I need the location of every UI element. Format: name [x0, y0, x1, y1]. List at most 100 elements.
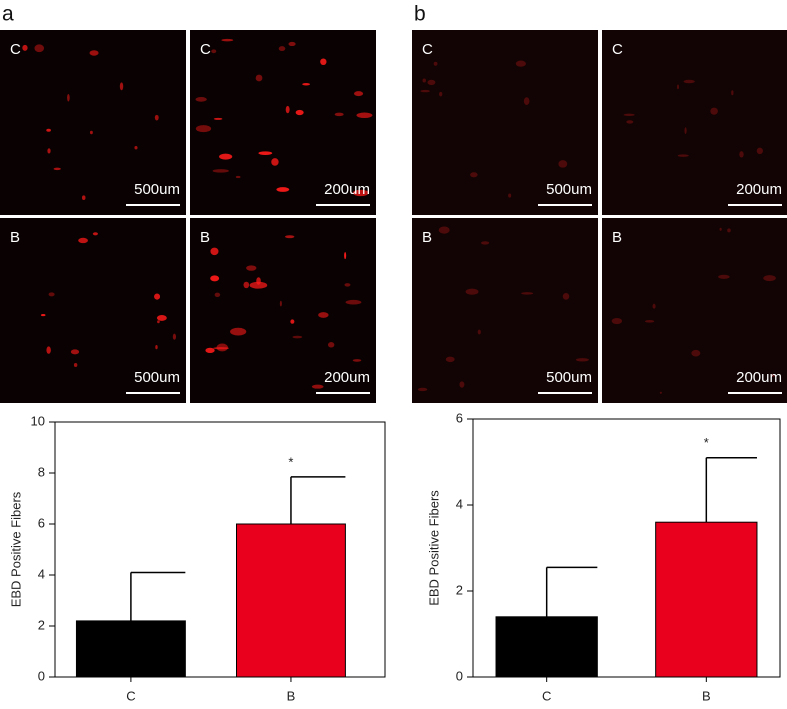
- stain: [134, 146, 138, 150]
- stain: [677, 154, 689, 157]
- stain: [459, 381, 465, 388]
- stain: [210, 247, 219, 256]
- y-tick-label: 2: [456, 582, 463, 597]
- stain: [246, 265, 257, 271]
- image-label: C: [200, 41, 211, 58]
- stain: [356, 112, 373, 119]
- stain: [626, 120, 634, 124]
- stain: [652, 303, 656, 309]
- stain: [644, 319, 655, 323]
- stain: [770, 373, 776, 377]
- y-tick-label: 4: [38, 566, 45, 581]
- stain: [334, 112, 344, 117]
- stain: [521, 292, 534, 295]
- y-tick-label: 6: [456, 410, 463, 425]
- stain: [22, 44, 28, 51]
- stain: [34, 44, 45, 53]
- stain: [48, 292, 55, 297]
- stain: [213, 117, 223, 120]
- image-label: C: [10, 41, 21, 58]
- panel-label: b: [414, 3, 426, 26]
- stain: [352, 189, 369, 197]
- stain: [89, 130, 93, 135]
- image-label: B: [200, 229, 210, 246]
- scale-label: 500um: [546, 369, 592, 386]
- scale-label: 500um: [134, 181, 180, 198]
- stain: [212, 169, 229, 173]
- stain: [211, 49, 217, 54]
- stain: [81, 195, 86, 200]
- x-tick-label: C: [542, 688, 551, 703]
- stain: [311, 384, 324, 389]
- y-axis-label: EBD Positive Fibers: [426, 490, 441, 606]
- stain: [352, 359, 362, 362]
- stain: [157, 320, 160, 324]
- stain: [508, 193, 512, 198]
- stain: [515, 60, 526, 67]
- micrograph: [602, 218, 787, 403]
- stain: [288, 41, 296, 47]
- micrograph: [0, 30, 186, 215]
- stain: [278, 46, 286, 52]
- stain: [249, 281, 268, 289]
- stain: [684, 127, 687, 135]
- stain: [718, 274, 730, 279]
- stain: [480, 241, 490, 245]
- stain: [276, 187, 290, 192]
- micrograph: [190, 30, 376, 215]
- stain: [719, 227, 722, 231]
- stain: [235, 175, 241, 179]
- stain: [739, 151, 744, 158]
- image-label: C: [422, 41, 433, 58]
- image-label: B: [10, 229, 20, 246]
- stain: [465, 288, 479, 295]
- stain: [327, 342, 335, 348]
- stain: [417, 387, 428, 392]
- stain: [279, 300, 282, 307]
- plot-frame: [472, 418, 781, 678]
- stain: [154, 293, 161, 300]
- bar: [655, 521, 758, 678]
- stain: [210, 275, 220, 282]
- y-tick-label: 4: [456, 496, 463, 511]
- stain: [677, 84, 680, 90]
- stain: [155, 344, 158, 350]
- micrograph: [0, 218, 186, 403]
- scale-label: 500um: [134, 369, 180, 386]
- stain: [285, 105, 290, 114]
- image-label: C: [612, 41, 623, 58]
- scale-label: 200um: [736, 181, 782, 198]
- y-axis-label: EBD Positive Fibers: [8, 491, 23, 607]
- stain: [731, 90, 734, 96]
- stain: [318, 312, 329, 318]
- stain: [523, 97, 530, 105]
- micrograph: [412, 218, 598, 403]
- stain: [422, 78, 426, 83]
- scale-label: 200um: [736, 369, 782, 386]
- stain: [119, 82, 124, 91]
- stain: [445, 356, 455, 363]
- stain: [756, 147, 764, 155]
- image-label: B: [612, 229, 622, 246]
- bar: [75, 620, 186, 678]
- stain: [344, 283, 351, 287]
- stain: [195, 97, 207, 102]
- stain: [78, 237, 88, 244]
- stain: [214, 292, 221, 297]
- stain: [433, 61, 438, 66]
- stain: [710, 107, 718, 115]
- stain: [67, 93, 70, 102]
- stain: [292, 335, 303, 339]
- stain: [470, 172, 478, 178]
- stain: [611, 317, 623, 325]
- stain: [345, 299, 362, 305]
- stain: [92, 232, 98, 236]
- stain: [691, 349, 701, 357]
- stain: [438, 226, 450, 234]
- annotation: *: [288, 454, 293, 469]
- scale-label: 200um: [324, 369, 370, 386]
- stain: [46, 128, 51, 132]
- stain: [575, 358, 589, 362]
- stain: [320, 58, 327, 66]
